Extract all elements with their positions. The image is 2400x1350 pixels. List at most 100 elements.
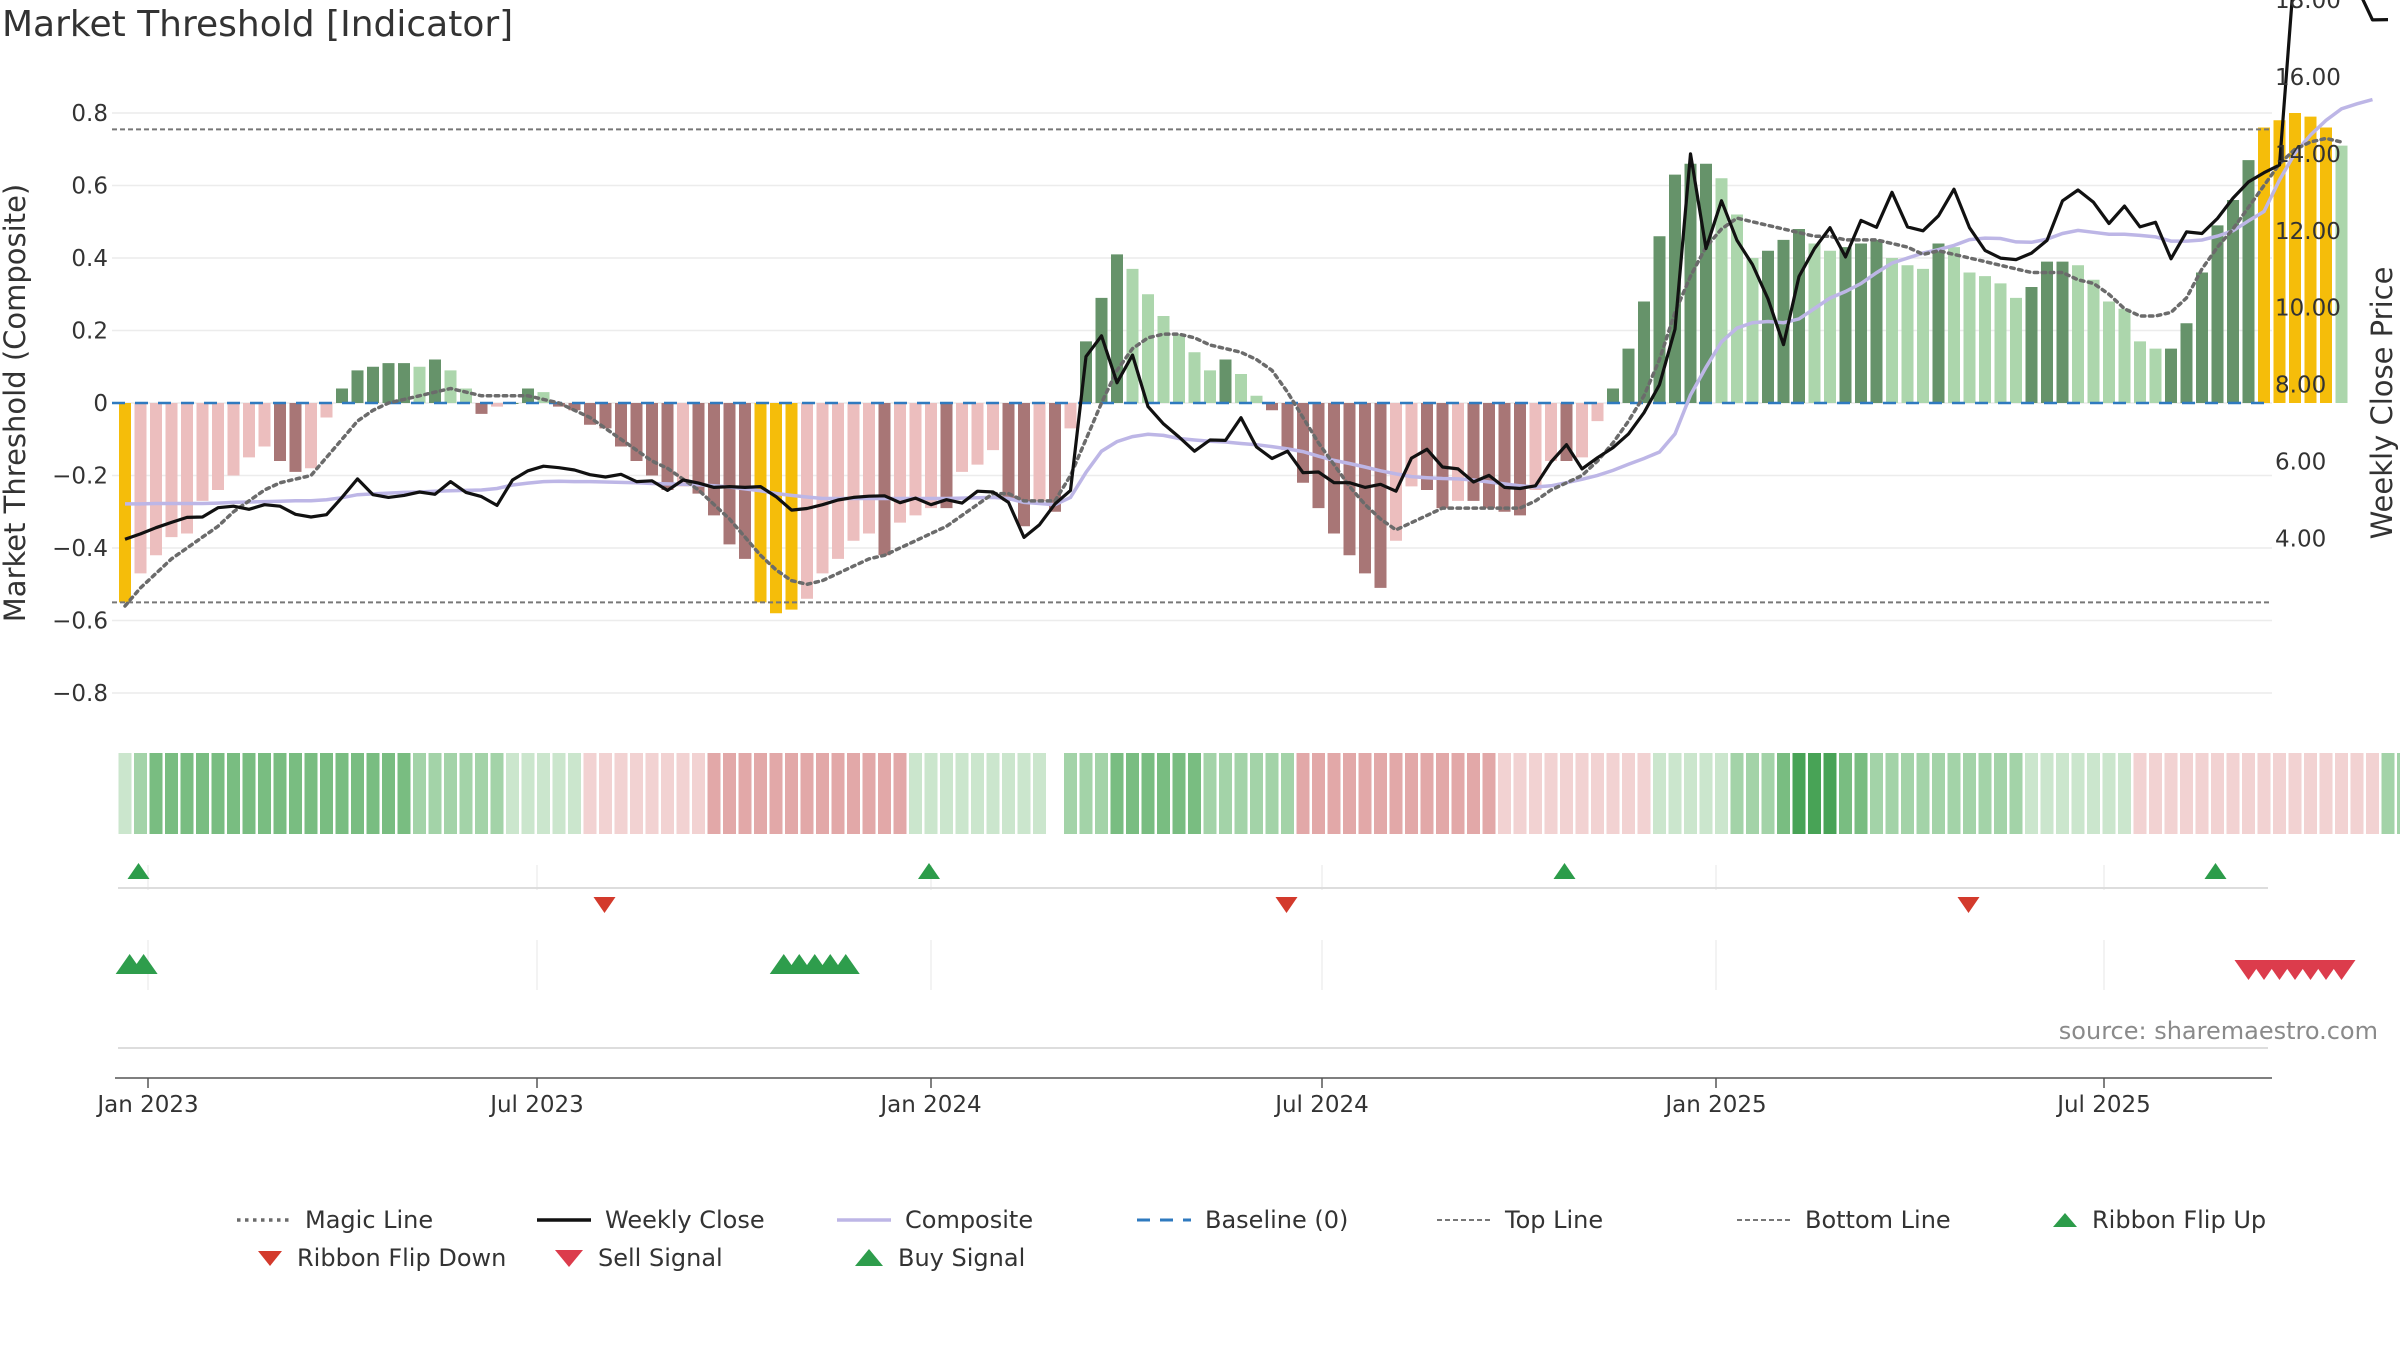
ribbon-flip-down-marker [1275,897,1298,913]
ribbon-segment [1544,753,1558,834]
composite-bar [1917,268,1929,403]
composite-bar [1250,395,1263,403]
y-left-tick-label: 0.8 [71,101,108,127]
ribbon-segment [2087,753,2100,834]
ribbon-segment [1281,753,1294,834]
ribbon-segment [2040,753,2054,834]
ribbon-segment [134,753,147,834]
x-tick-label: Jul 2024 [1273,1092,1369,1118]
ribbon-flip-up-marker [2204,863,2227,879]
ribbon-segment [1653,753,1666,834]
composite-bar [243,403,255,458]
composite-bar [429,359,441,403]
buy-signal-marker [129,954,158,974]
composite-bar [723,403,736,545]
legend-label: Weekly Close [605,1206,765,1234]
ribbon-segment [2273,753,2286,834]
composite-bar [1762,250,1774,403]
composite-bar [413,366,426,403]
y-right-axis-label: Weekly Close Price [2365,267,2399,540]
ribbon-segment [2071,753,2085,834]
ribbon-segment [320,753,333,834]
composite-bar [1839,247,1852,403]
ribbon-segment [2335,753,2348,834]
composite-bar [1514,403,1526,516]
ribbon-segment [211,753,225,834]
ribbon-segment [707,753,721,834]
ribbon-segment [1839,753,1852,834]
composite-bar [909,403,922,516]
ribbon-segment [1296,753,1310,834]
legend-buy-signal: Buy Signal [852,1244,1025,1272]
legend-composite: Composite [835,1206,1033,1234]
composite-bar [1157,316,1170,403]
ribbon-segment [1746,753,1759,834]
legend-row-2: Ribbon Flip Down Sell Signal Buy Signal [230,1244,2350,1282]
composite-bar [754,403,767,603]
legend-label: Bottom Line [1805,1206,1951,1234]
ribbon-segment [1451,753,1465,834]
composite-bars [119,113,2348,614]
ribbon-segment [552,753,566,834]
y-right-tick-label: 6.00 [2275,450,2326,476]
composite-bar [1576,403,1588,458]
ribbon-segment [196,753,209,834]
legend-label: Magic Line [305,1206,434,1234]
ribbon-segment [2149,753,2162,834]
chart-title: Market Threshold [Indicator] [2,4,514,45]
composite-bar [367,366,379,403]
ribbon-segment [2350,753,2364,834]
composite-bar [894,403,906,523]
legend-label: Baseline (0) [1205,1206,1349,1234]
series-lines [123,0,2389,608]
ribbon-segment [1761,753,1775,834]
composite-bar [1886,258,1898,403]
ribbon-segment [1978,753,1992,834]
ribbon-segment [2133,753,2147,834]
legend-label: Sell Signal [598,1244,723,1272]
ribbon-segment [1064,753,1077,834]
ribbon-segment [1730,753,1744,834]
composite-bar [1405,403,1418,487]
x-tick-label: Jul 2025 [2055,1092,2151,1118]
composite-bar [785,403,798,610]
composite-bar [956,403,968,472]
dashed-line-icon [1137,1218,1191,1222]
ribbon-segment [1110,753,1124,834]
ribbon-segment [289,753,302,834]
legend-row-1: Magic Line Weekly Close Composite Baseli… [230,1206,2350,1244]
composite-bar [2304,116,2317,403]
composite-bar [847,403,860,541]
composite-bar [692,403,705,494]
composite-bar [2025,287,2038,403]
ribbon-segment [1343,753,1356,834]
ribbon-segment [180,753,194,834]
legend-sell-signal: Sell Signal [552,1244,723,1272]
composite-bar [2010,297,2022,403]
composite-bar [1033,403,1046,501]
y-right-tick-label: 8.00 [2275,373,2326,399]
signal-panels [115,863,2356,1049]
composite-bar [1731,214,1743,403]
ribbon-segment [2009,753,2023,834]
composite-bar [351,370,364,403]
ribbon-segment [599,753,612,834]
magic-line [123,136,2344,608]
ribbon-segment [1095,753,1108,834]
ribbon-segment [955,753,969,834]
ribbon-segment [1637,753,1651,834]
legend-label: Ribbon Flip Up [2092,1206,2267,1234]
ribbon-segment [2304,753,2317,834]
x-tick-label: Jan 2023 [95,1092,198,1118]
ribbon-flip-down-marker [1957,897,1980,913]
ribbon-segment [1467,753,1480,834]
ribbon-segment [1002,753,1015,834]
ribbon-segment [816,753,829,834]
ribbon-segment [769,753,783,834]
y-right-tick-label: 4.00 [2275,527,2326,553]
composite-bar [2180,323,2193,403]
ribbon-segment [1947,753,1961,834]
x-tick-label: Jul 2023 [488,1092,584,1118]
y-right-tick-label: 18.00 [2275,0,2341,14]
composite-bar [165,403,178,538]
